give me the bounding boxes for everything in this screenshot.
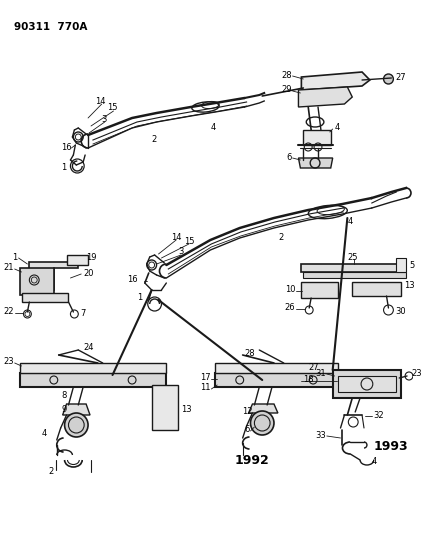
- Text: 26: 26: [285, 303, 295, 312]
- Polygon shape: [301, 264, 406, 272]
- Text: 25: 25: [347, 253, 358, 262]
- Polygon shape: [19, 268, 54, 295]
- Text: 27: 27: [395, 72, 406, 82]
- Polygon shape: [298, 87, 352, 107]
- Text: 5: 5: [409, 261, 414, 270]
- Text: 90311  770A: 90311 770A: [14, 22, 87, 32]
- Text: 29: 29: [281, 85, 292, 94]
- Text: 1992: 1992: [235, 454, 270, 466]
- Polygon shape: [303, 272, 406, 278]
- Text: 20: 20: [83, 269, 94, 278]
- Text: 4: 4: [42, 429, 47, 438]
- Text: 22: 22: [3, 308, 14, 317]
- Circle shape: [65, 413, 88, 437]
- Text: 3: 3: [178, 247, 184, 256]
- Text: 17: 17: [200, 374, 211, 383]
- Text: 14: 14: [171, 232, 182, 241]
- Text: 11: 11: [200, 384, 211, 392]
- Text: 31: 31: [315, 368, 326, 377]
- Polygon shape: [22, 293, 68, 302]
- Text: 33: 33: [315, 431, 326, 440]
- Polygon shape: [301, 282, 338, 298]
- Text: 2: 2: [151, 135, 157, 144]
- Text: 2: 2: [279, 233, 284, 243]
- Text: 13: 13: [181, 406, 192, 415]
- Text: 3: 3: [102, 116, 107, 125]
- Text: 14: 14: [95, 96, 106, 106]
- Text: 23: 23: [3, 358, 14, 367]
- Circle shape: [251, 411, 274, 435]
- Text: 28: 28: [245, 349, 255, 358]
- Text: 19: 19: [86, 253, 97, 262]
- Polygon shape: [30, 262, 78, 290]
- Text: 1: 1: [12, 253, 18, 262]
- Text: 4: 4: [372, 457, 377, 466]
- Polygon shape: [352, 282, 401, 296]
- Text: 12: 12: [242, 408, 252, 416]
- Polygon shape: [338, 376, 396, 392]
- Text: 27: 27: [308, 364, 319, 373]
- Text: 15: 15: [107, 103, 117, 112]
- Text: 13: 13: [404, 281, 415, 290]
- Text: 18: 18: [303, 376, 314, 384]
- Polygon shape: [19, 373, 166, 387]
- Text: 6: 6: [286, 152, 292, 161]
- Polygon shape: [215, 363, 338, 373]
- Text: 7: 7: [80, 310, 86, 319]
- Polygon shape: [333, 370, 401, 398]
- Text: 23: 23: [411, 369, 422, 378]
- Text: 30: 30: [395, 308, 406, 317]
- Polygon shape: [396, 258, 406, 272]
- Text: 1: 1: [61, 163, 66, 172]
- Polygon shape: [67, 255, 88, 265]
- Polygon shape: [298, 158, 333, 168]
- Text: 32: 32: [374, 410, 384, 419]
- Text: 4: 4: [335, 124, 340, 133]
- Text: 8: 8: [61, 391, 67, 400]
- Text: 1: 1: [137, 294, 142, 303]
- Text: 6: 6: [244, 425, 249, 434]
- Text: 21: 21: [3, 263, 14, 272]
- Text: 4: 4: [211, 124, 216, 133]
- Polygon shape: [303, 130, 331, 145]
- Text: 4: 4: [347, 217, 353, 227]
- Polygon shape: [249, 404, 278, 413]
- Polygon shape: [301, 72, 370, 90]
- Text: 2: 2: [49, 467, 54, 477]
- Text: 15: 15: [184, 237, 195, 246]
- Text: 16: 16: [61, 142, 71, 151]
- Text: 16: 16: [127, 276, 138, 285]
- Text: 9: 9: [61, 406, 67, 415]
- Text: 1993: 1993: [374, 440, 408, 454]
- Circle shape: [384, 74, 393, 84]
- Text: 24: 24: [83, 343, 94, 352]
- Polygon shape: [215, 373, 338, 387]
- Polygon shape: [62, 404, 90, 415]
- Text: 28: 28: [281, 70, 292, 79]
- Polygon shape: [151, 385, 178, 430]
- Polygon shape: [19, 363, 166, 373]
- Text: 10: 10: [285, 286, 295, 295]
